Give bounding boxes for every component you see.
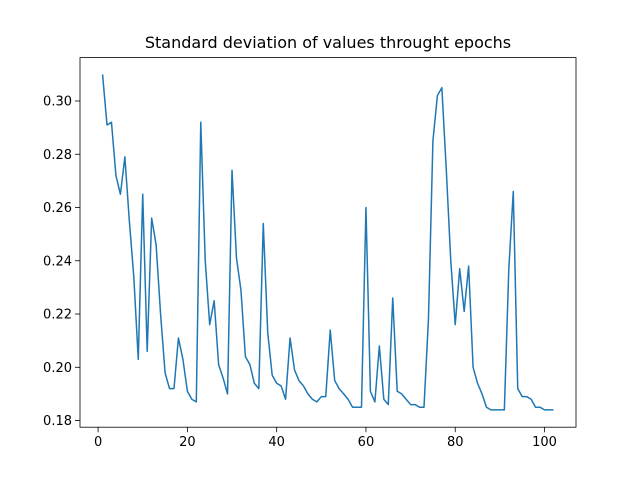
y-tick-label: 0.22 <box>43 308 72 323</box>
y-tick-label: 0.26 <box>43 201 72 216</box>
x-tick-label: 0 <box>94 435 102 450</box>
plot-frame <box>79 57 577 428</box>
x-tick-label: 40 <box>268 435 285 450</box>
chart-title: Standard deviation of values throught ep… <box>145 33 511 52</box>
line-series <box>101 74 554 411</box>
y-tick-label: 0.30 <box>43 95 72 110</box>
y-tick-label: 0.24 <box>43 254 72 269</box>
y-tick-label: 0.28 <box>43 148 72 163</box>
x-tick-label: 20 <box>179 435 196 450</box>
x-tick-label: 60 <box>358 435 375 450</box>
x-tick-label: 80 <box>447 435 464 450</box>
x-tick-label: 100 <box>532 435 557 450</box>
y-tick-label: 0.20 <box>43 361 72 376</box>
y-tick-label: 0.18 <box>43 414 72 429</box>
